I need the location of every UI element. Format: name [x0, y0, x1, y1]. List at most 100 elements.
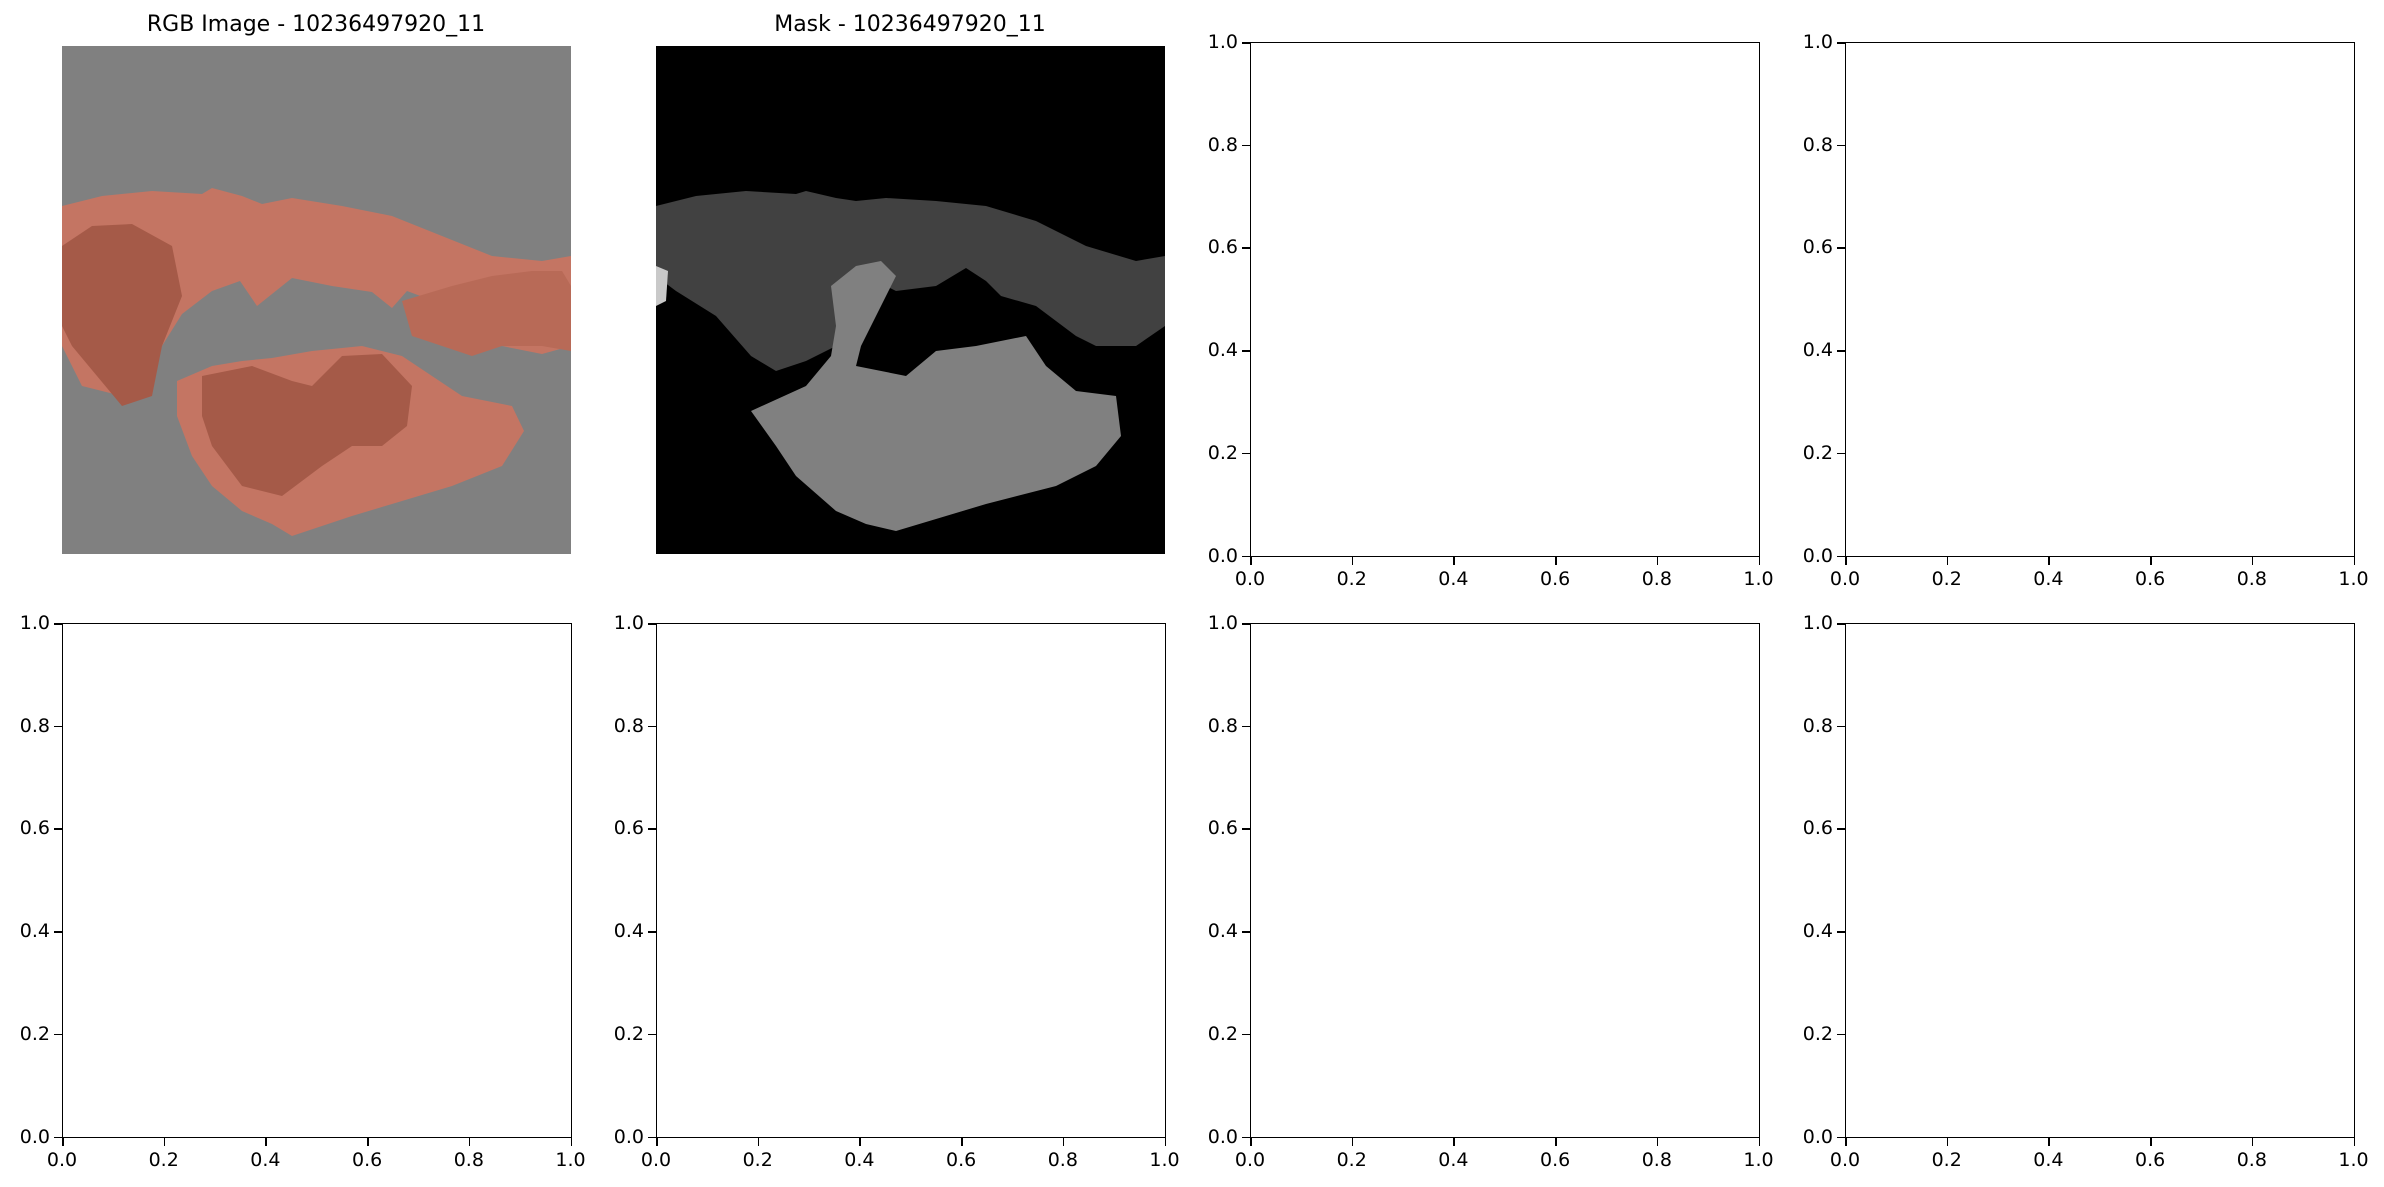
x-tick-label: 0.0 [1829, 1149, 1861, 1171]
x-tick-mark [468, 1138, 471, 1146]
x-tick-label: 0.0 [1234, 1149, 1266, 1171]
y-tick-mark [648, 828, 656, 830]
y-tick-mark [1242, 931, 1250, 933]
rgb-image-panel [62, 46, 571, 554]
x-tick-mark [2048, 1138, 2050, 1146]
x-tick-mark [62, 1138, 64, 1146]
mask-region-light [656, 266, 668, 306]
y-tick-mark [1837, 1136, 1845, 1138]
y-tick-mark [648, 623, 656, 625]
x-tick-label: 0.4 [1438, 1149, 1469, 1171]
x-tick-label: 1.0 [1743, 1149, 1774, 1171]
y-tick-label: 0.8 [1207, 133, 1238, 156]
x-tick-mark [1946, 557, 1949, 565]
rgb-left-teeth [62, 224, 182, 406]
x-tick-mark [961, 1138, 963, 1146]
x-tick-label: 1.0 [555, 1149, 586, 1171]
y-tick-mark [54, 828, 62, 830]
y-tick-label: 0.0 [1802, 1125, 1833, 1148]
x-tick-mark [570, 1138, 572, 1146]
y-tick-label: 0.6 [1802, 236, 1833, 259]
y-tick-label: 0.2 [1207, 441, 1238, 464]
x-tick-label: 1.0 [2338, 568, 2369, 590]
y-tick-label: 1.0 [1802, 31, 1833, 53]
x-tick-label: 0.6 [945, 1149, 977, 1171]
x-tick-mark [2251, 557, 2254, 565]
y-tick-mark [1242, 1136, 1250, 1138]
x-tick-mark [1555, 557, 1557, 565]
mask-image-panel [656, 46, 1165, 554]
y-tick-mark [54, 1136, 62, 1138]
x-tick-mark [265, 1138, 267, 1146]
y-tick-label: 0.6 [1802, 817, 1833, 840]
y-tick-mark [1837, 931, 1845, 933]
x-tick-label: 0.2 [1336, 568, 1367, 590]
x-tick-mark [1453, 557, 1455, 565]
y-tick-label: 1.0 [1207, 31, 1238, 53]
y-tick-mark [648, 725, 656, 728]
y-tick-label: 0.0 [1207, 544, 1238, 567]
x-tick-label: 0.8 [1641, 568, 1672, 590]
y-tick-mark [1837, 144, 1845, 147]
x-tick-mark [1555, 1138, 1557, 1146]
y-tick-label: 0.2 [613, 1022, 644, 1045]
y-tick-label: 0.6 [1207, 236, 1238, 259]
x-tick-label: 0.2 [1931, 568, 1962, 590]
x-tick-label: 0.0 [1234, 568, 1266, 590]
x-tick-label: 1.0 [1149, 1149, 1180, 1171]
y-tick-mark [54, 931, 62, 933]
x-tick-label: 0.2 [1336, 1149, 1367, 1171]
y-tick-mark [1837, 247, 1845, 249]
y-tick-mark [1242, 828, 1250, 830]
y-tick-mark [1242, 623, 1250, 625]
x-tick-label: 0.4 [1438, 568, 1469, 590]
y-tick-label: 0.8 [19, 714, 50, 737]
x-tick-mark [2353, 1138, 2355, 1146]
y-tick-mark [1242, 144, 1250, 147]
x-tick-label: 0.0 [46, 1149, 78, 1171]
x-tick-label: 0.4 [844, 1149, 875, 1171]
y-tick-mark [1837, 623, 1845, 625]
y-tick-mark [648, 1136, 656, 1138]
y-tick-label: 1.0 [19, 612, 50, 634]
x-tick-mark [1250, 557, 1252, 565]
y-tick-mark [1242, 247, 1250, 249]
y-tick-label: 0.6 [1207, 817, 1238, 840]
y-tick-label: 0.2 [19, 1022, 50, 1045]
y-tick-label: 0.6 [19, 817, 50, 840]
x-tick-label: 0.2 [148, 1149, 179, 1171]
y-tick-mark [1242, 452, 1250, 455]
x-tick-mark [367, 1138, 369, 1146]
y-tick-label: 0.2 [1802, 441, 1833, 464]
y-tick-mark [1242, 42, 1250, 44]
y-tick-mark [1242, 1033, 1250, 1036]
y-tick-mark [1837, 555, 1845, 557]
x-tick-label: 0.8 [1047, 1149, 1078, 1171]
empty-axes-7 [1845, 623, 2355, 1138]
rgb-dental-render [62, 46, 571, 554]
x-tick-label: 1.0 [2338, 1149, 2369, 1171]
y-tick-label: 0.4 [1802, 339, 1833, 362]
x-tick-label: 0.6 [351, 1149, 383, 1171]
x-tick-label: 0.6 [2134, 568, 2166, 590]
y-tick-mark [54, 725, 62, 728]
y-tick-label: 0.0 [1207, 1125, 1238, 1148]
x-tick-mark [2353, 557, 2355, 565]
x-tick-mark [1758, 557, 1760, 565]
x-tick-mark [1351, 1138, 1354, 1146]
x-tick-mark [2048, 557, 2050, 565]
x-tick-mark [163, 1138, 166, 1146]
x-tick-label: 0.8 [2236, 1149, 2267, 1171]
y-tick-label: 0.0 [19, 1125, 50, 1148]
x-tick-mark [1656, 1138, 1659, 1146]
y-tick-label: 0.0 [1802, 544, 1833, 567]
y-tick-label: 0.8 [613, 714, 644, 737]
y-tick-mark [648, 931, 656, 933]
x-tick-label: 0.6 [1539, 568, 1571, 590]
y-tick-mark [1837, 828, 1845, 830]
x-tick-mark [1062, 1138, 1065, 1146]
rgb-lower-teeth [202, 354, 412, 496]
x-tick-mark [2251, 1138, 2254, 1146]
empty-axes-6 [1250, 623, 1760, 1138]
y-tick-label: 0.4 [1802, 920, 1833, 943]
